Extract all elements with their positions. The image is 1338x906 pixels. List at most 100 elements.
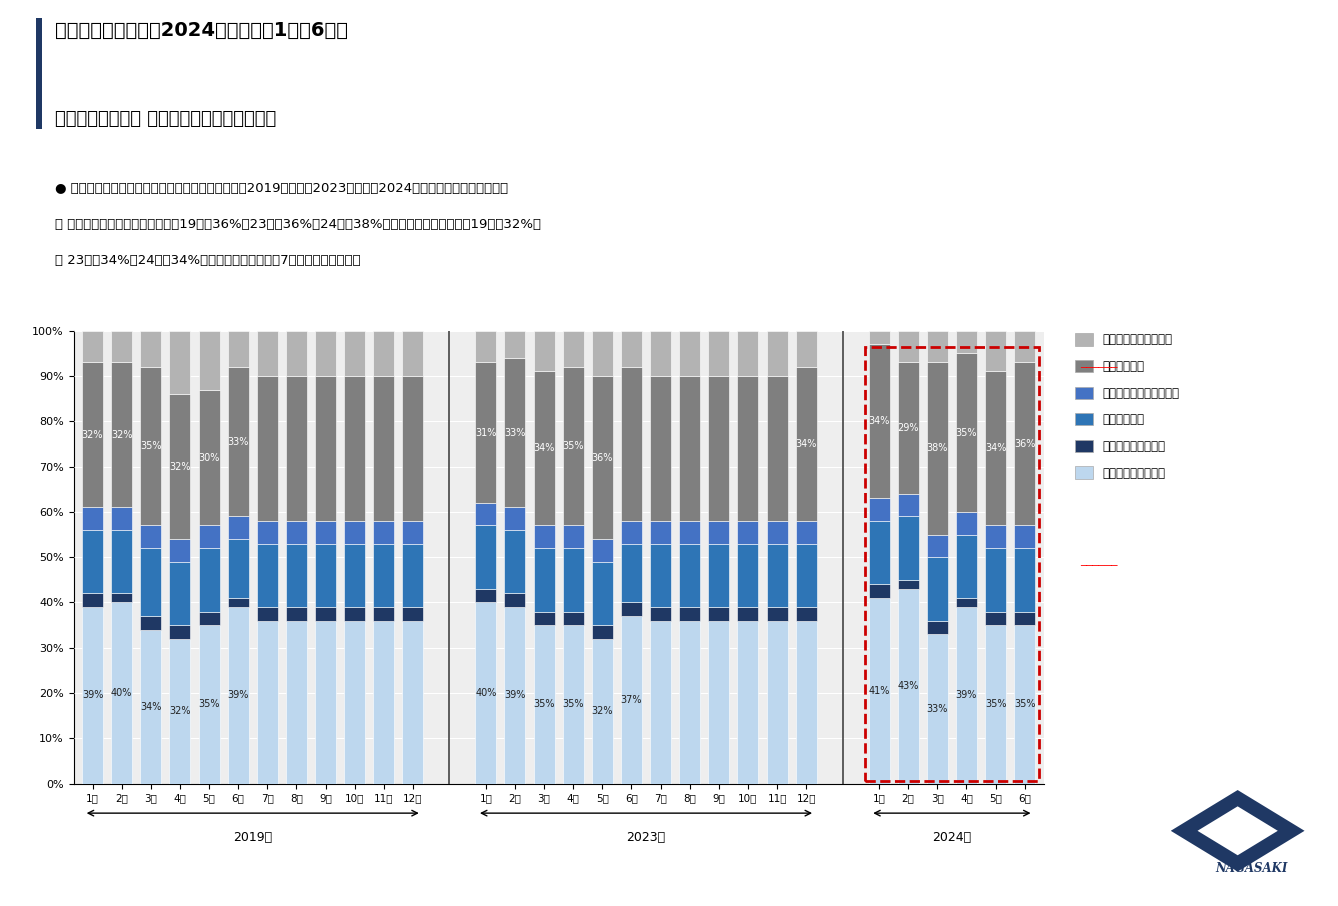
Bar (621, 544, 642, 602)
Bar (504, 607, 526, 784)
Text: 35%: 35% (955, 428, 977, 438)
Bar (286, 331, 306, 376)
Bar (591, 539, 613, 562)
Bar (344, 544, 365, 607)
Bar (563, 548, 583, 612)
Bar (985, 331, 1006, 371)
Text: 40%: 40% (475, 688, 496, 699)
Bar (767, 621, 788, 784)
Text: 特にないが、「九州・沖縄」で19年（36%）23年（36%）24年（38%）、「関東ブロック」で19年（32%）: 特にないが、「九州・沖縄」で19年（36%）23年（36%）24年（38%）、「… (55, 217, 541, 231)
Bar (985, 548, 1006, 612)
Bar (403, 376, 423, 521)
Bar (591, 625, 613, 639)
Bar (198, 525, 219, 548)
Bar (796, 367, 816, 521)
Bar (504, 331, 526, 358)
Bar (82, 593, 103, 607)
Bar (955, 607, 977, 784)
Bar (140, 525, 162, 548)
Bar (767, 331, 788, 376)
Text: ──────: ────── (1080, 561, 1117, 572)
Text: 34%: 34% (796, 439, 818, 449)
Text: 36%: 36% (1014, 439, 1036, 449)
Bar (140, 616, 162, 630)
Bar (563, 367, 583, 525)
Bar (563, 525, 583, 548)
Bar (227, 598, 249, 607)
Bar (621, 331, 642, 367)
Text: ２－１．　居住地 ブロック別動向（構成比）: ２－１． 居住地 ブロック別動向（構成比） (55, 110, 276, 128)
Bar (227, 539, 249, 598)
Text: 32%: 32% (169, 706, 191, 717)
Bar (955, 331, 977, 353)
Bar (591, 562, 613, 625)
Bar (927, 621, 947, 634)
Bar (708, 521, 729, 544)
Text: 39%: 39% (955, 690, 977, 700)
Bar (534, 612, 554, 625)
Bar (314, 607, 336, 621)
Bar (737, 331, 759, 376)
Bar (198, 548, 219, 612)
Bar (1014, 548, 1036, 612)
Bar (680, 544, 700, 607)
Bar (170, 539, 190, 562)
Text: 34%: 34% (140, 701, 162, 712)
Bar (591, 331, 613, 376)
Bar (227, 516, 249, 539)
Bar (680, 331, 700, 376)
Bar (650, 621, 672, 784)
Bar (373, 331, 395, 376)
Bar (111, 602, 132, 784)
Bar (198, 390, 219, 525)
Text: NAGASAKI: NAGASAKI (1215, 862, 1287, 874)
Bar (767, 544, 788, 607)
Bar (737, 376, 759, 521)
Text: 35%: 35% (140, 441, 162, 451)
Bar (82, 362, 103, 507)
Bar (898, 580, 919, 589)
Text: 32%: 32% (111, 429, 132, 440)
Bar (1014, 612, 1036, 625)
Bar (82, 607, 103, 784)
Bar (927, 535, 947, 557)
Bar (403, 331, 423, 376)
Text: 35%: 35% (198, 699, 219, 709)
Bar (314, 331, 336, 376)
Bar (563, 331, 583, 367)
Bar (504, 507, 526, 530)
Text: 35%: 35% (562, 441, 583, 451)
Bar (621, 616, 642, 784)
Bar (650, 331, 672, 376)
Text: ● 上半期通して見ると、３か年比較（コロナ禍前の2019年、前年2023年、今年2024年）でのトレンドの変化は: ● 上半期通して見ると、３か年比較（コロナ禍前の2019年、前年2023年、今年… (55, 181, 508, 195)
Polygon shape (1171, 790, 1305, 872)
Bar (680, 521, 700, 544)
Bar (985, 625, 1006, 784)
Bar (314, 521, 336, 544)
Bar (955, 512, 977, 535)
Text: 33%: 33% (504, 428, 526, 438)
Text: 32%: 32% (82, 429, 103, 440)
Bar (650, 607, 672, 621)
Text: 31%: 31% (475, 428, 496, 438)
Bar (344, 621, 365, 784)
Legend: 北海道・東北ブロック, 関東ブロック, 北陸信越・中部ブロック, 近畿ブロック, 中国・四国ブロック, 九州・沖縄ブロック: 北海道・東北ブロック, 関東ブロック, 北陸信越・中部ブロック, 近畿ブロック,… (1069, 328, 1185, 486)
Bar (82, 530, 103, 593)
Bar (621, 367, 642, 521)
Bar (898, 589, 919, 784)
Polygon shape (1198, 806, 1278, 855)
Bar (403, 521, 423, 544)
Bar (1014, 625, 1036, 784)
Bar (563, 612, 583, 625)
Bar (796, 544, 816, 607)
Bar (170, 639, 190, 784)
Bar (898, 494, 919, 516)
Bar (534, 548, 554, 612)
Text: 39%: 39% (82, 690, 103, 700)
Bar (737, 607, 759, 621)
Bar (475, 362, 496, 503)
Bar (373, 376, 395, 521)
Text: 39%: 39% (504, 690, 526, 700)
Bar (504, 358, 526, 507)
Bar (140, 331, 162, 367)
